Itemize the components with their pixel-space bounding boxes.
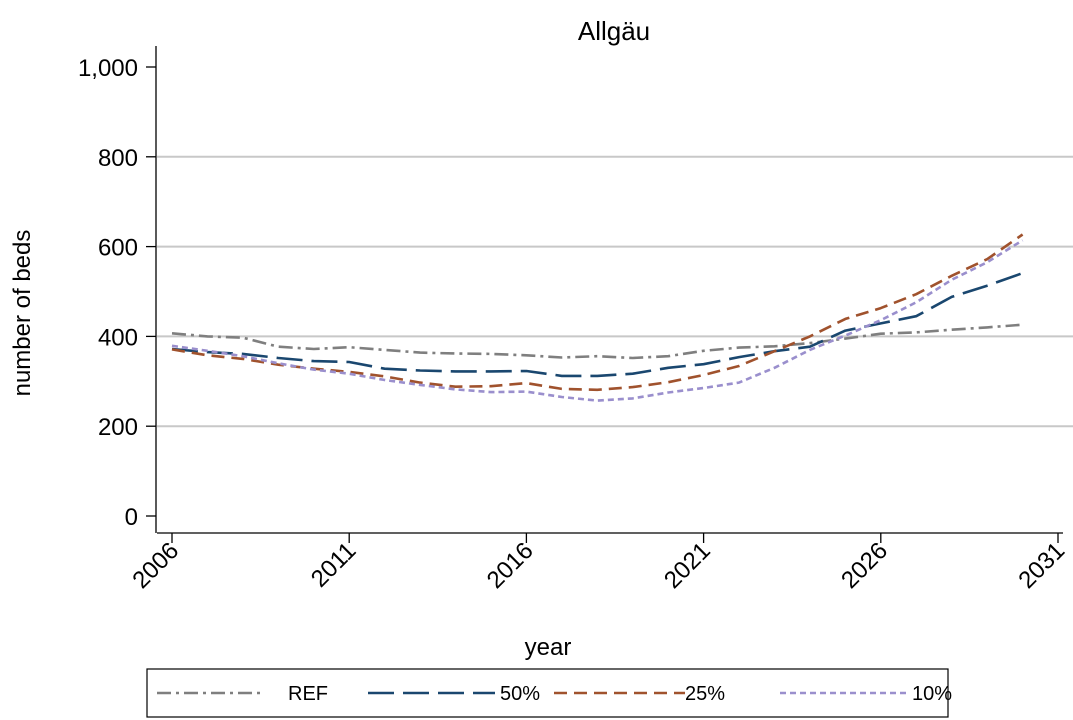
legend: REF 50% 25% 10% (146, 668, 952, 718)
legend-label: 25% (685, 683, 725, 705)
y-axis-label: number of beds (9, 230, 36, 397)
grid-lines (157, 155, 1073, 428)
y-tick-label: 1,000 (78, 55, 138, 82)
legend-label: 50% (500, 683, 540, 705)
legend-box (146, 668, 949, 718)
x-axis-label: year (525, 634, 572, 661)
y-tick-label: 600 (98, 235, 138, 262)
series-line-ref (171, 323, 1023, 360)
y-tick-label: 800 (98, 145, 138, 172)
y-tick-label: 0 (125, 504, 138, 531)
y-tick-label: 400 (98, 324, 138, 351)
chart-title: Allgäu (578, 16, 650, 46)
series-lines (171, 233, 1024, 402)
legend-label: 10% (912, 683, 952, 705)
legend-label: REF (288, 683, 328, 705)
y-tick-label: 200 (98, 414, 138, 441)
series-line-50pct (171, 271, 1024, 378)
series-line-10pct (171, 239, 1024, 402)
